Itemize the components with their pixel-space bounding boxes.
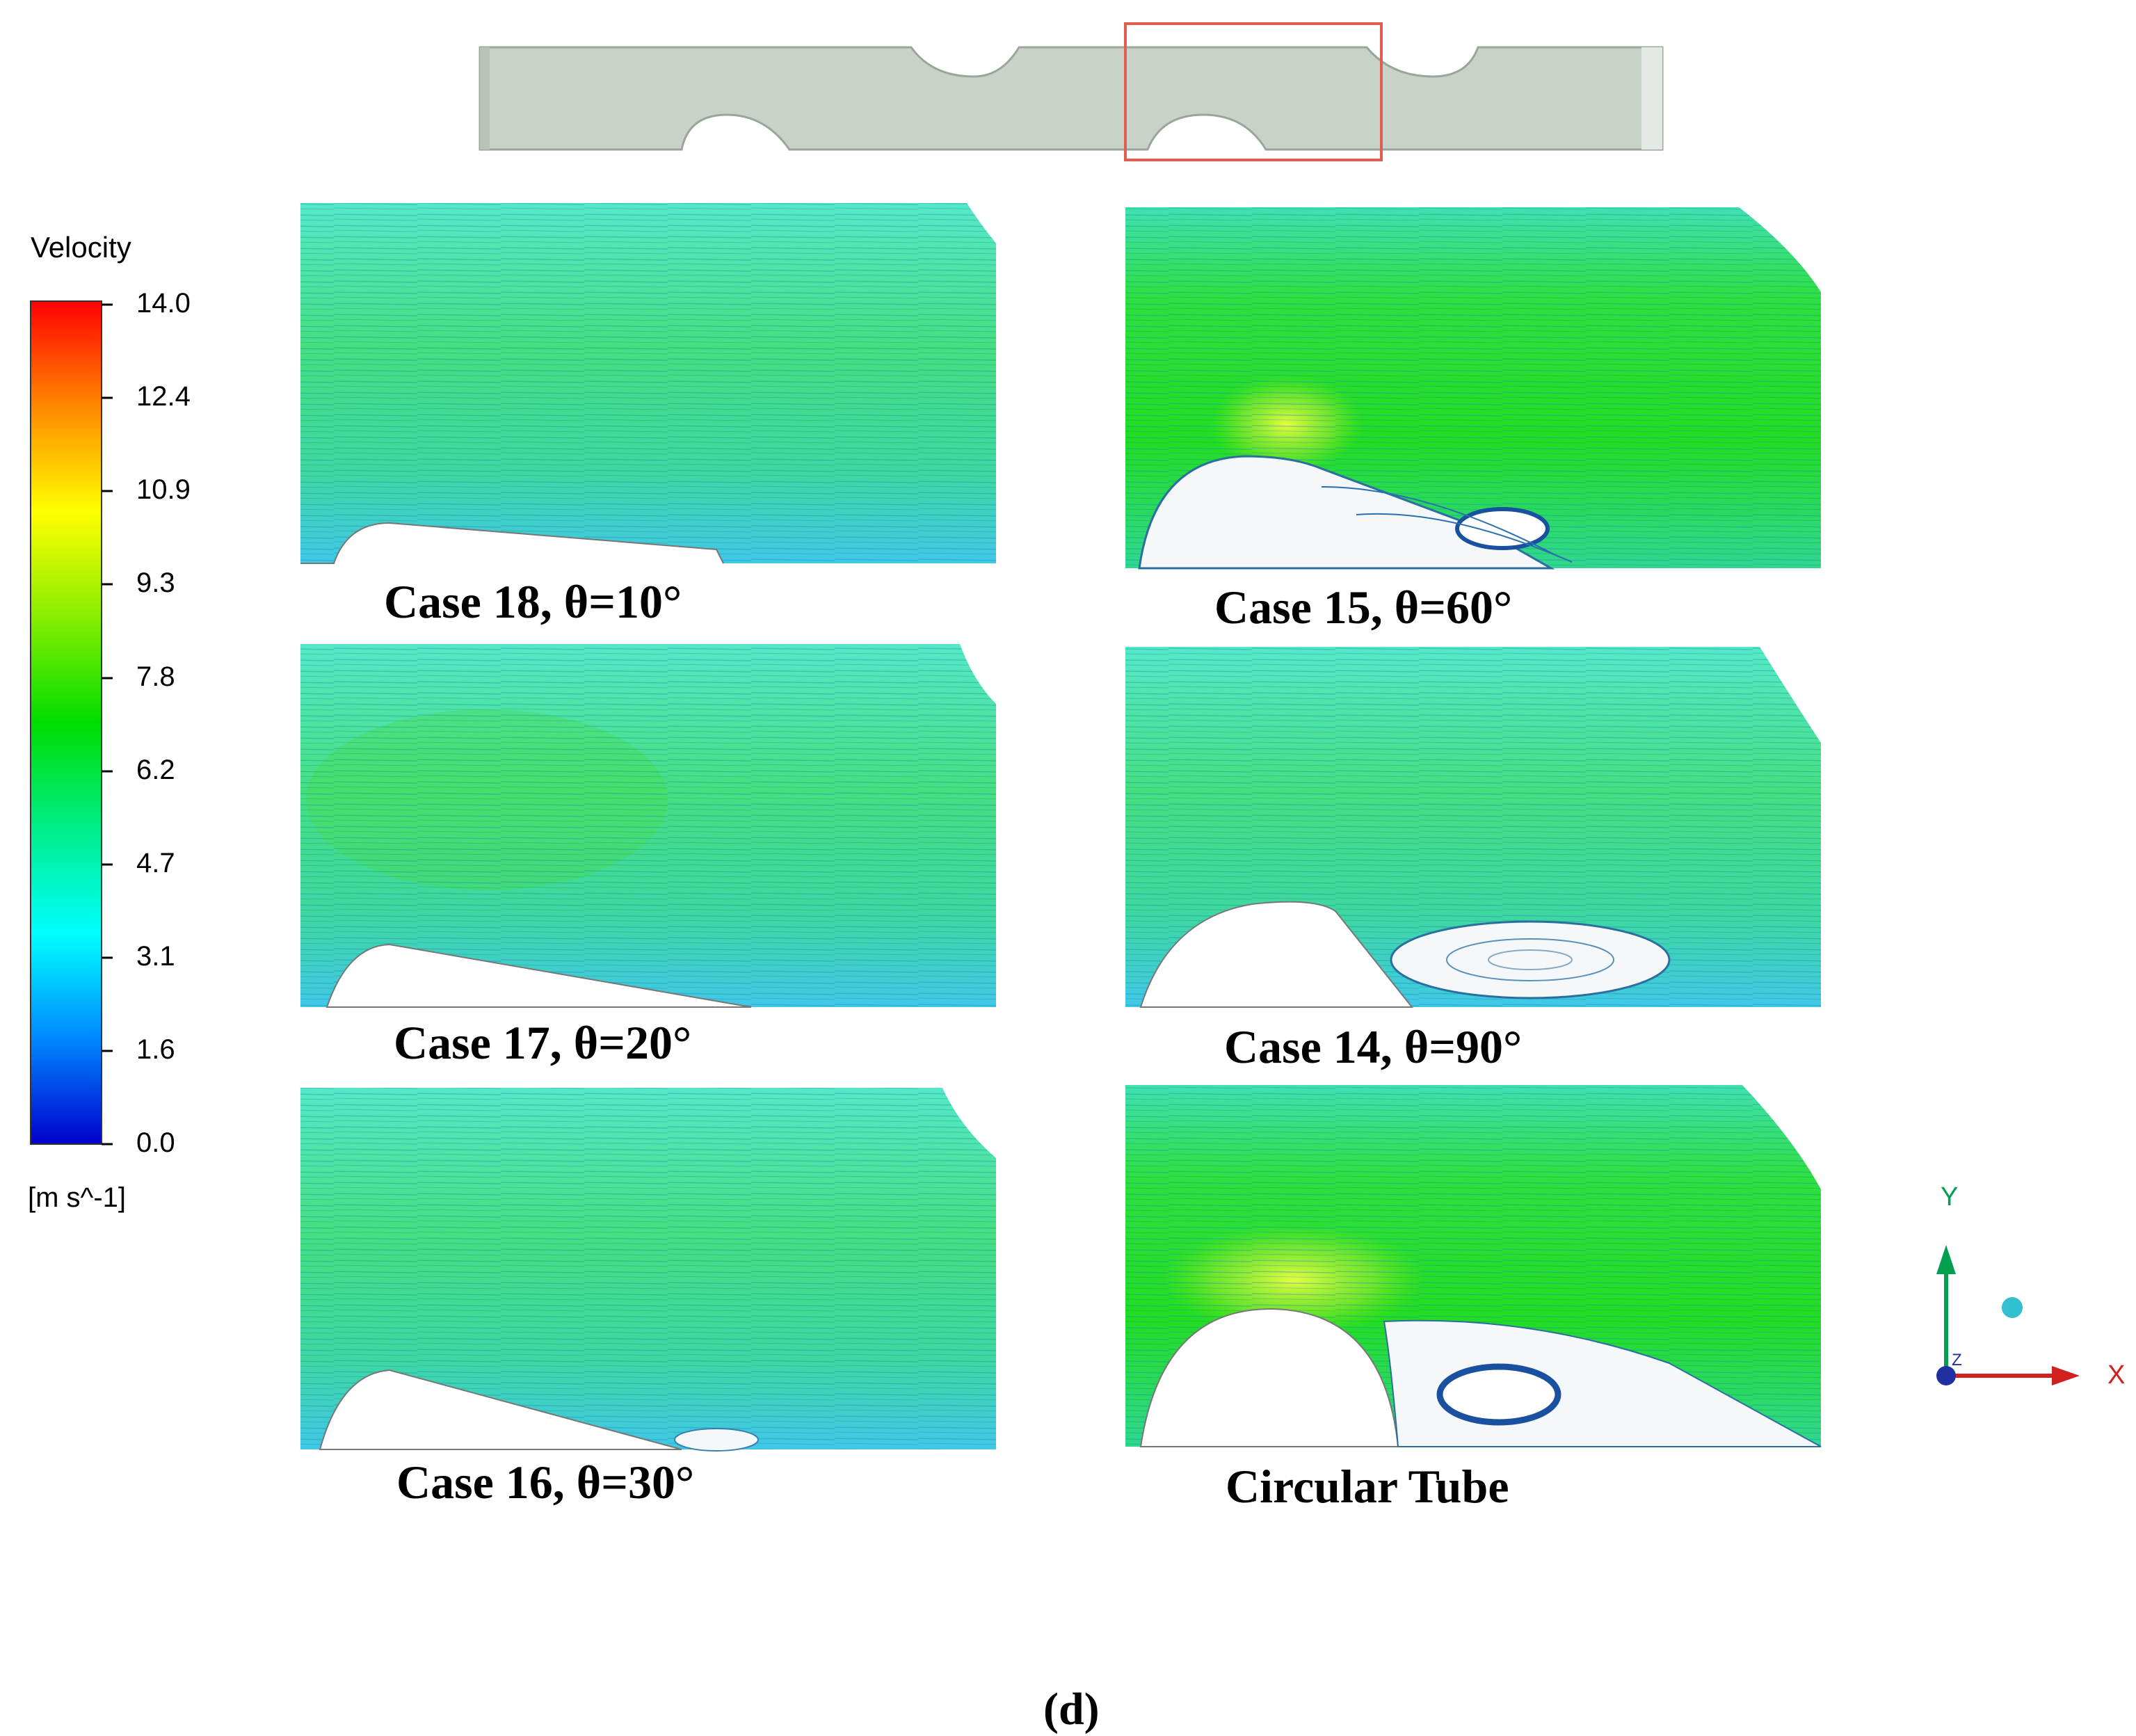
legend-tick-label: 1.6 <box>136 1034 175 1065</box>
panel-label-circular-tube: Circular Tube <box>1226 1460 1509 1513</box>
panel-circular-tube <box>1125 1085 1822 1447</box>
velocity-color-bar <box>30 300 102 1145</box>
legend-tick-label: 7.8 <box>136 661 175 692</box>
panel-case-14 <box>1125 647 1821 1008</box>
panel-label-case-18: Case 18, θ=10° <box>384 575 682 628</box>
axis-label-y: Y <box>1941 1182 1959 1212</box>
subfigure-label: (d) <box>1043 1684 1100 1735</box>
channel-schematic <box>479 22 1664 161</box>
legend-tick-label: 12.4 <box>136 381 191 412</box>
legend-tick-label: 10.9 <box>136 474 191 505</box>
axis-label-z: Z <box>1952 1351 1962 1369</box>
panel-case-17 <box>300 644 996 1008</box>
legend-tick-label: 4.7 <box>136 848 175 878</box>
legend-unit: [m s^-1] <box>28 1182 126 1213</box>
panel-case-16 <box>300 1088 996 1452</box>
zoom-region-box <box>1124 22 1383 161</box>
axis-triad <box>1936 1245 2080 1385</box>
panel-label-case-15: Case 15, θ=60° <box>1214 581 1513 634</box>
legend-tick-label: 0.0 <box>136 1127 175 1158</box>
panel-label-case-17: Case 17, θ=20° <box>394 1016 692 1069</box>
axis-label-x: X <box>2107 1360 2126 1390</box>
color-bar-ticks <box>102 303 113 1146</box>
legend-title: Velocity <box>31 231 131 264</box>
legend-tick-label: 6.2 <box>136 755 175 785</box>
panel-case-15 <box>1125 207 1821 570</box>
legend-tick-label: 14.0 <box>136 288 191 319</box>
panel-label-case-14: Case 14, θ=90° <box>1224 1020 1523 1073</box>
panel-case-18 <box>300 203 996 564</box>
panel-label-case-16: Case 16, θ=30° <box>396 1456 695 1509</box>
legend-tick-label: 3.1 <box>136 941 175 972</box>
legend-tick-label: 9.3 <box>136 568 175 598</box>
